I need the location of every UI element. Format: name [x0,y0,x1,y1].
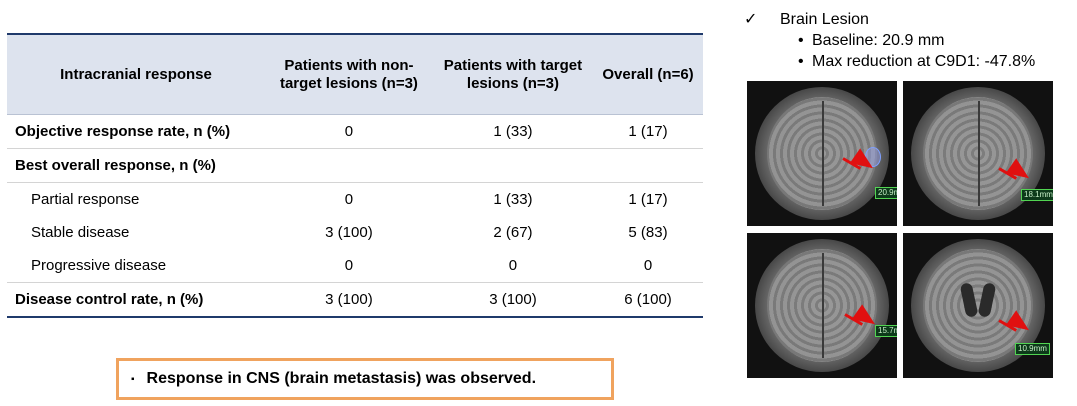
square-bullet-icon: ▪ [131,373,135,385]
cell-target: 2 (67) [493,224,533,241]
cell-overall: 1 (17) [628,191,668,208]
cell-target: 0 [432,249,594,283]
table-row: Objective response rate, n (%) 0 1 (33) … [7,114,703,149]
notes-heading: Brain Lesion [780,11,869,28]
measurement-label: 10.9mm [1015,343,1050,355]
cell-non-target [265,148,433,183]
cell-target: 3 (100) [432,282,594,318]
measurement-label: 18.1mm [1021,189,1053,201]
table-row: Partial response 0 1 (33) 1 (17) [7,183,703,217]
response-table: Intracranial response Patients with non-… [7,33,703,318]
row-label: Disease control rate, n (%) [7,282,266,318]
cell-overall: 1 (17) [593,114,703,149]
cell-overall: 5 (83) [628,224,668,241]
measurement-label: 20.9m [875,187,897,199]
row-label: Objective response rate, n (%) [7,114,266,149]
cell-non-target: 0 [265,249,433,283]
header-intracranial-response: Intracranial response [7,33,266,115]
table-row: Best overall response, n (%) [7,148,703,183]
header-target: Patients with target lesions (n=3) [432,33,594,115]
table-row: Disease control rate, n (%) 3 (100) 3 (1… [7,282,703,318]
cell-non-target: 0 [344,191,354,208]
cell-overall [593,148,703,183]
cell-non-target: 3 (100) [325,224,373,241]
row-label: Best overall response, n (%) [7,148,266,183]
mri-scan-baseline: 20.9m [747,81,897,226]
list-item: Baseline: 20.9 mm [798,30,1035,51]
row-label: Partial response [31,191,140,208]
cns-response-callout: ▪ Response in CNS (brain metastasis) was… [116,358,614,400]
mri-scan-4: 10.9mm [903,233,1053,378]
callout-text: Response in CNS (brain metastasis) was o… [146,370,537,387]
lesion-marker [865,147,881,167]
mri-scan-3: 15.7m [747,233,897,378]
list-item: Max reduction at C9D1: -47.8% [798,51,1035,72]
mri-scan-2: 18.1mm [903,81,1053,226]
measurement-label: 15.7m [875,325,897,337]
table-header-row: Intracranial response Patients with non-… [7,33,703,115]
table-row: Progressive disease 0 0 0 [7,249,703,283]
table-row: Stable disease 3 (100) 2 (67) 5 (83) [7,216,703,249]
brain-lesion-notes: ✓ Brain Lesion Baseline: 20.9 mm Max red… [744,9,1035,72]
cell-non-target: 3 (100) [265,282,433,318]
cell-overall: 6 (100) [593,282,703,318]
header-non-target: Patients with non-target lesions (n=3) [265,33,433,115]
header-overall: Overall (n=6) [593,33,703,115]
notes-list: Baseline: 20.9 mm Max reduction at C9D1:… [744,30,1035,72]
cell-target: 1 (33) [432,114,594,149]
cell-overall: 0 [593,249,703,283]
notes-heading-row: ✓ Brain Lesion [744,9,1035,30]
row-label: Stable disease [31,224,130,241]
row-label: Progressive disease [7,249,266,283]
cell-target [432,148,594,183]
cell-non-target: 0 [265,114,433,149]
cell-target: 1 (33) [493,191,533,208]
checkmark-icon: ✓ [744,11,758,28]
